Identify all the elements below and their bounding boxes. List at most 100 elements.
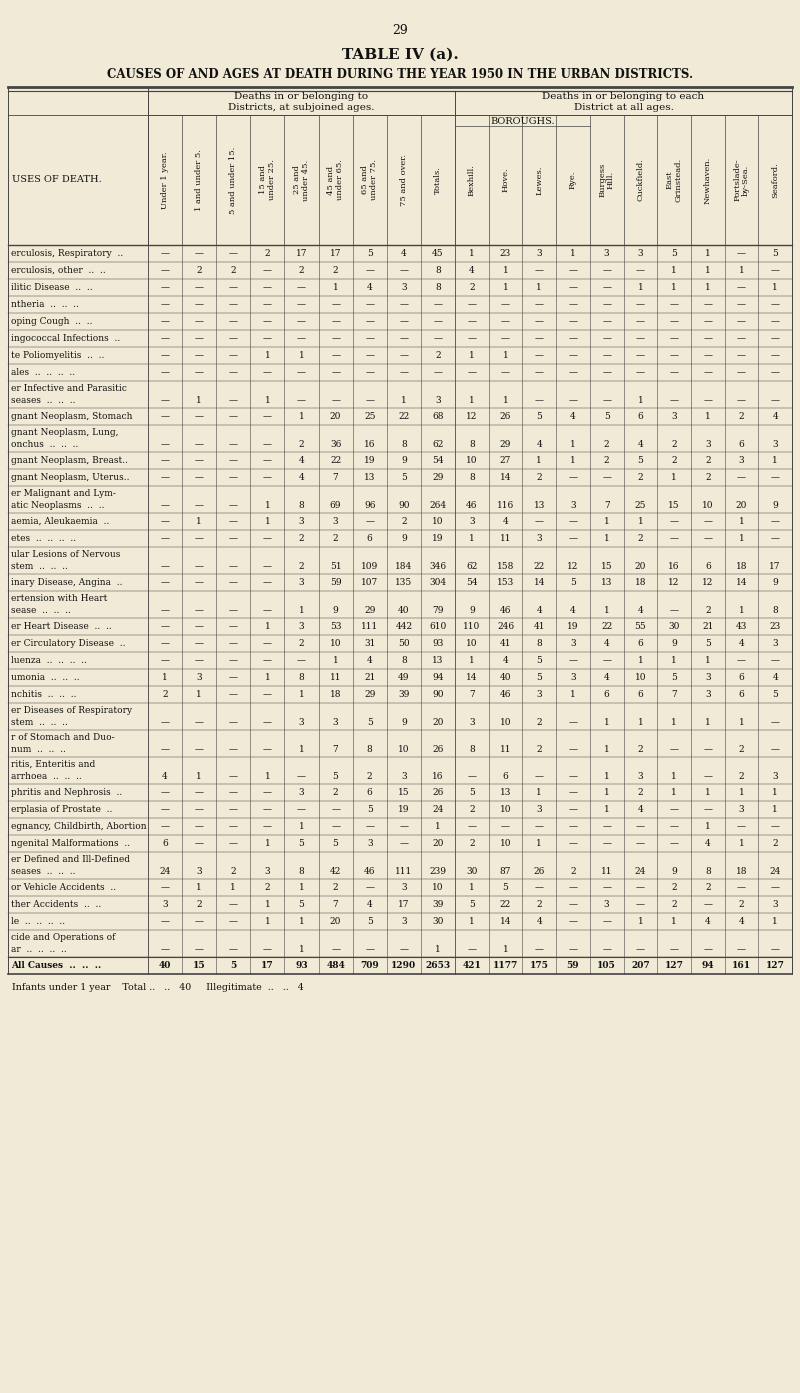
Text: 1: 1 (502, 944, 509, 954)
Text: 11: 11 (330, 673, 342, 683)
Text: 6: 6 (738, 690, 744, 699)
Text: —: — (194, 561, 204, 571)
Text: Totals.: Totals. (434, 166, 442, 194)
Text: Burgess
Hill.: Burgess Hill. (598, 163, 615, 198)
Text: 2: 2 (537, 717, 542, 727)
Text: 26: 26 (432, 745, 444, 754)
Text: 1: 1 (265, 517, 270, 527)
Text: 25 and
under 45.: 25 and under 45. (293, 159, 310, 201)
Text: —: — (194, 249, 204, 258)
Text: 4: 4 (570, 412, 576, 421)
Text: —: — (569, 839, 578, 848)
Text: 15: 15 (601, 561, 613, 571)
Text: —: — (569, 656, 578, 664)
Text: —: — (263, 456, 272, 465)
Text: 9: 9 (401, 456, 406, 465)
Text: 7: 7 (604, 501, 610, 510)
Text: —: — (161, 606, 170, 614)
Text: 62: 62 (432, 440, 444, 449)
Text: —: — (194, 656, 204, 664)
Text: —: — (737, 283, 746, 293)
Text: 3: 3 (196, 673, 202, 683)
Text: 4: 4 (502, 656, 509, 664)
Text: 16: 16 (364, 440, 375, 449)
Text: 41: 41 (534, 623, 545, 631)
Text: 12: 12 (702, 578, 714, 586)
Text: —: — (670, 396, 678, 405)
Text: 1: 1 (469, 351, 474, 359)
Text: —: — (263, 822, 272, 832)
Text: Deaths in or belonging to each
District at all ages.: Deaths in or belonging to each District … (542, 92, 705, 111)
Text: —: — (501, 368, 510, 378)
Text: —: — (703, 900, 712, 910)
Text: 1: 1 (196, 883, 202, 892)
Text: —: — (770, 745, 780, 754)
Text: 2: 2 (367, 772, 373, 781)
Text: 13: 13 (500, 788, 511, 797)
Text: —: — (434, 318, 442, 326)
Text: 5: 5 (230, 961, 237, 970)
Text: 2: 2 (435, 351, 441, 359)
Text: —: — (161, 501, 170, 510)
Text: —: — (366, 266, 374, 274)
Text: 1: 1 (469, 396, 474, 405)
Text: 26: 26 (534, 866, 545, 876)
Text: 68: 68 (432, 412, 444, 421)
Text: 8: 8 (536, 639, 542, 648)
Text: —: — (399, 839, 408, 848)
Text: —: — (399, 822, 408, 832)
Text: 1: 1 (570, 440, 576, 449)
Text: —: — (467, 334, 476, 343)
Text: 2: 2 (537, 474, 542, 482)
Text: —: — (569, 717, 578, 727)
Text: —: — (670, 745, 678, 754)
Text: 4: 4 (367, 656, 373, 664)
Text: 1: 1 (265, 501, 270, 510)
Text: —: — (297, 805, 306, 814)
Text: 1: 1 (265, 917, 270, 926)
Text: 1290: 1290 (391, 961, 416, 970)
Text: 3: 3 (604, 249, 610, 258)
Text: 1: 1 (502, 396, 509, 405)
Text: —: — (569, 772, 578, 781)
Text: phritis and Nephrosis  ..: phritis and Nephrosis .. (11, 788, 122, 797)
Text: 1: 1 (469, 883, 474, 892)
Text: 1: 1 (604, 606, 610, 614)
Text: 6: 6 (502, 772, 509, 781)
Text: 1: 1 (638, 717, 643, 727)
Text: 94: 94 (432, 673, 444, 683)
Text: 6: 6 (638, 412, 643, 421)
Text: —: — (770, 299, 780, 309)
Text: —: — (263, 561, 272, 571)
Text: 3: 3 (162, 900, 168, 910)
Text: umonia  ..  ..  ..: umonia .. .. .. (11, 673, 80, 683)
Text: —: — (770, 534, 780, 543)
Text: 40: 40 (500, 673, 511, 683)
Text: 17: 17 (261, 961, 274, 970)
Text: 1: 1 (196, 772, 202, 781)
Text: —: — (366, 318, 374, 326)
Text: —: — (770, 368, 780, 378)
Text: —: — (194, 822, 204, 832)
Text: —: — (636, 900, 645, 910)
Text: 4: 4 (705, 917, 710, 926)
Text: 1: 1 (502, 351, 509, 359)
Text: 127: 127 (766, 961, 785, 970)
Text: —: — (161, 805, 170, 814)
Text: —: — (670, 839, 678, 848)
Text: 25: 25 (364, 412, 375, 421)
Text: 6: 6 (367, 788, 373, 797)
Text: 4: 4 (298, 456, 304, 465)
Text: 3: 3 (638, 772, 643, 781)
Text: 1: 1 (738, 266, 744, 274)
Text: 3: 3 (333, 517, 338, 527)
Text: 7: 7 (333, 474, 338, 482)
Text: TABLE IV (a).: TABLE IV (a). (342, 47, 458, 63)
Text: 3: 3 (401, 772, 406, 781)
Text: 4: 4 (604, 673, 610, 683)
Text: er Heart Disease  ..  ..: er Heart Disease .. .. (11, 623, 112, 631)
Text: 20: 20 (736, 501, 747, 510)
Text: 5: 5 (333, 772, 338, 781)
Text: 6: 6 (638, 639, 643, 648)
Text: or Vehicle Accidents  ..: or Vehicle Accidents .. (11, 883, 116, 892)
